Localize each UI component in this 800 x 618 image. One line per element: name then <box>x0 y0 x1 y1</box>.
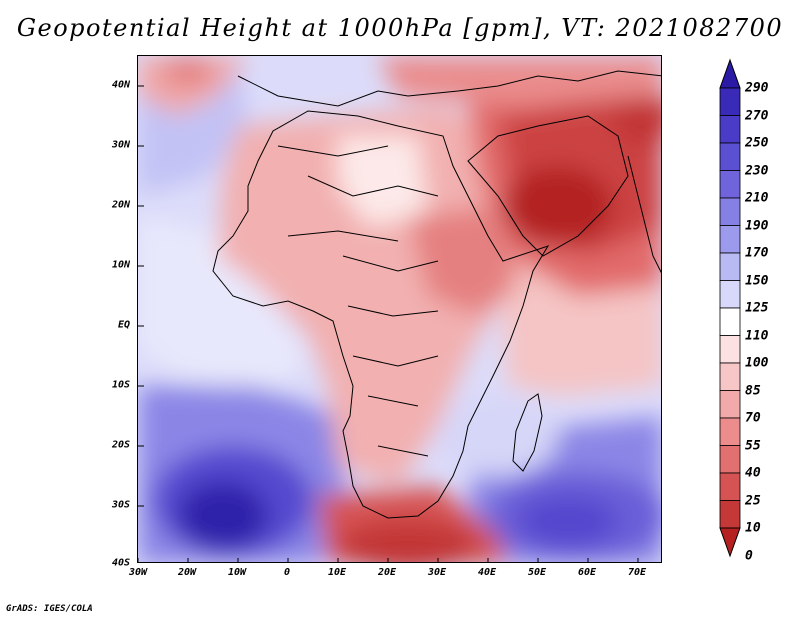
colorbar-tick-label: 290 <box>745 80 769 96</box>
colorbar-segment <box>719 142 741 171</box>
colorbar-segment <box>719 390 741 419</box>
colorbar-tick-label: 230 <box>745 163 769 178</box>
lon-label-0: 0 <box>283 567 291 578</box>
colorbar-tick-label: 55 <box>745 438 761 453</box>
coastlines <box>212 70 661 519</box>
colorbar-segment <box>719 417 741 446</box>
colorbar-segment <box>719 307 741 336</box>
colorbar-segment <box>719 500 741 529</box>
credit-text: GrADS: IGES/COLA <box>6 604 93 614</box>
madagascar-coastline <box>512 393 543 472</box>
colorbar-segment <box>719 252 741 281</box>
lat-label-10n: 10N <box>111 259 130 271</box>
height-field-shading <box>138 56 661 562</box>
europe-coastline <box>237 70 661 107</box>
lon-label-30e: 30E <box>427 567 447 578</box>
colorbar-bottom-arrow <box>719 527 741 558</box>
colorbar-tick-label: 125 <box>745 300 769 316</box>
colorbar-segment <box>719 87 741 116</box>
colorbar-tick-label: 270 <box>745 108 769 123</box>
lat-label-20n: 20N <box>111 199 130 211</box>
colorbar-tick-label: 250 <box>745 135 769 151</box>
lon-label-60e: 60E <box>577 567 597 578</box>
lat-label-40s: 40S <box>111 557 130 569</box>
colorbar-tick-label: 170 <box>745 245 769 261</box>
lat-label-eq: EQ <box>117 319 130 331</box>
tick-marks <box>138 85 639 562</box>
colorbar-tick-label: 100 <box>745 355 769 371</box>
lon-label-10e: 10E <box>327 567 347 578</box>
colorbar-segment <box>719 335 741 364</box>
colorbar-tick-label: 10 <box>745 520 761 536</box>
colorbar-tick-label: 40 <box>745 465 761 481</box>
colorbar-segment <box>719 280 741 309</box>
colorbar-segment <box>719 445 741 474</box>
africa-coastline <box>212 110 550 519</box>
lat-label-30n: 30N <box>111 139 130 151</box>
geopotential-map <box>138 56 661 562</box>
lon-label-20w: 20W <box>177 567 197 578</box>
colorbar-tick-label: 190 <box>745 218 769 233</box>
colorbar-tick-label: 25 <box>745 493 761 508</box>
lon-label-40e: 40E <box>477 567 497 578</box>
map-plot-area <box>137 55 662 563</box>
lat-label-20s: 20S <box>111 439 130 451</box>
lon-label-30w: 30W <box>128 567 148 578</box>
colorbar-tick-label: 150 <box>745 273 769 288</box>
colorbar <box>719 58 741 558</box>
arabia-coastline <box>467 115 629 257</box>
lon-label-50e: 50E <box>527 567 547 578</box>
lon-label-70e: 70E <box>627 567 647 578</box>
lat-label-10s: 10S <box>111 379 130 391</box>
colorbar-tick-label: 210 <box>745 190 769 206</box>
colorbar-segment <box>719 472 741 501</box>
india-coastline <box>627 155 661 274</box>
colorbar-segment <box>719 362 741 391</box>
colorbar-top-arrow <box>719 58 741 89</box>
colorbar-tick-label: 0 <box>745 548 753 563</box>
lat-label-40n: 40N <box>111 79 130 91</box>
lat-label-30s: 30S <box>111 499 130 511</box>
country-borders <box>277 145 439 457</box>
colorbar-tick-label: 110 <box>745 328 769 343</box>
colorbar-segment <box>719 170 741 199</box>
colorbar-tick-label: 70 <box>745 410 761 426</box>
colorbar-segment <box>719 197 741 226</box>
chart-title: Geopotential Height at 1000hPa [gpm], VT… <box>16 14 784 42</box>
colorbar-tick-label: 85 <box>745 383 761 398</box>
colorbar-segment <box>719 225 741 254</box>
colorbar-segment <box>719 115 741 144</box>
lon-label-10w: 10W <box>227 567 247 578</box>
lon-label-20e: 20E <box>377 567 397 578</box>
